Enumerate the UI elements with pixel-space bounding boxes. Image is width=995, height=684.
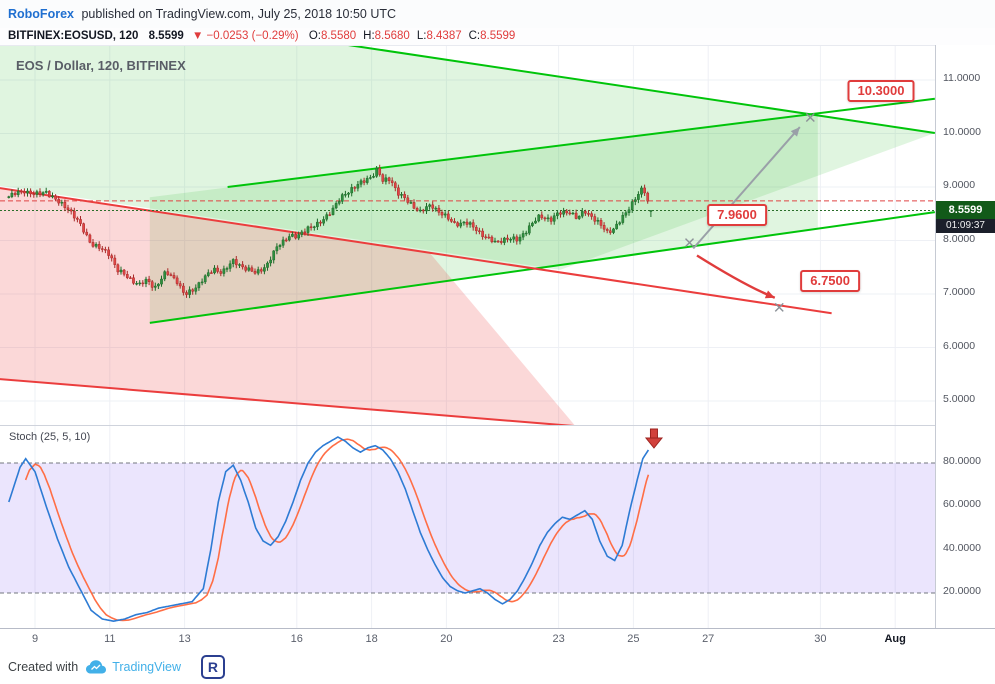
ohlc-label: C:	[468, 30, 481, 42]
target-x-marker	[774, 302, 784, 312]
projection-up-arrow-head	[790, 127, 800, 137]
price-tick-label: 5.0000	[943, 393, 976, 405]
sell-signal-arrow-icon	[649, 428, 658, 439]
stoch-indicator-pane[interactable]: Stoch (25, 5, 10)	[0, 425, 935, 629]
target-x-marker	[685, 238, 694, 248]
time-tick-label: 9	[31, 633, 39, 645]
price-tick-label: 11.0000	[943, 72, 981, 84]
tradingview-link[interactable]: TradingView	[112, 660, 181, 674]
price-axis[interactable]: 8.5599 01:09:37 5.0000 6.0000 7.0000 8.0000…	[936, 45, 995, 628]
time-tick-label: 30	[814, 633, 827, 645]
price-target-callout-lower[interactable]: 6.7500	[800, 270, 860, 293]
price-target-callout-upper[interactable]: 10.3000	[847, 79, 915, 102]
stoch-band-fill	[0, 463, 935, 594]
published-text: published on TradingView.com, July 25, 2…	[81, 7, 397, 21]
time-axis[interactable]: 9 11 13 16 18 20 23 25 27 30 Aug	[0, 628, 995, 650]
ohlc-value: 8.5580	[320, 30, 357, 42]
stoch-d-line	[24, 438, 650, 622]
published-bar: RoboForex published on TradingView.com, …	[0, 0, 995, 28]
price-change-text: ▼ −0.0253 (−0.29%)	[191, 30, 299, 42]
price-tick-label: 8.0000	[943, 232, 976, 245]
time-tick-label: 20	[440, 633, 453, 645]
stoch-tick-label: 60.0000	[943, 498, 981, 511]
stoch-tick-label: 80.0000	[943, 455, 981, 467]
up-candle-bodies	[7, 167, 653, 295]
bar-countdown: 01:09:37	[936, 218, 995, 233]
target-label: 10.3000	[857, 82, 905, 98]
price-tick-label: 6.0000	[943, 339, 976, 352]
roboforex-brand[interactable]: RoboForex	[8, 7, 74, 21]
ohlc-label: L:	[416, 30, 427, 42]
stoch-tick-label: 20.0000	[943, 585, 981, 597]
last-price-text: 8.5599	[148, 30, 184, 42]
ohlc-label: H:	[363, 30, 375, 42]
target-x-marker	[805, 112, 815, 122]
time-tick-label: 23	[552, 633, 565, 645]
symbol-bar: BITFINEX:EOSUSD, 120 8.5599 ▼ −0.0253 (−…	[0, 28, 995, 45]
time-tick-label: 18	[365, 633, 378, 645]
target-label: 6.7500	[810, 273, 850, 289]
descending-channel-upper-line[interactable]	[0, 187, 832, 315]
stoch-canvas	[0, 426, 935, 629]
time-tick-label: 13	[178, 633, 191, 645]
descending-channel-fill	[0, 188, 576, 426]
time-tick-label: 27	[702, 633, 715, 645]
tradingview-cloud-icon[interactable]	[85, 659, 107, 675]
attribution-footer: Created with TradingView R	[0, 650, 995, 684]
projection-up-arrow	[692, 126, 801, 250]
stoch-k-line	[8, 436, 650, 623]
time-tick-label: 25	[627, 633, 640, 645]
created-with-text: Created with	[8, 660, 79, 674]
ohlc-value: 8.4387	[426, 30, 462, 42]
price-tick-label: 7.0000	[943, 286, 976, 298]
price-chart-pane[interactable]: EOS / Dollar, 120, BITFINEX 10.3000 7.96…	[0, 45, 935, 426]
time-tick-label: Aug	[884, 633, 906, 645]
chart-watermark: EOS / Dollar, 120, BITFINEX	[16, 58, 186, 73]
roboforex-logo-icon[interactable]: R	[200, 655, 225, 679]
ohlc-value: 8.5599	[480, 30, 516, 42]
price-chart-canvas: EOS / Dollar, 120, BITFINEX	[0, 46, 935, 426]
target-label: 7.9600	[717, 207, 757, 223]
price-tick-label: 10.0000	[943, 125, 981, 138]
axis-separator-line	[935, 45, 936, 650]
ascending-channel-upper-line[interactable]	[227, 97, 935, 188]
symbol-name[interactable]: BITFINEX:EOSUSD, 120	[8, 30, 139, 42]
ohlc-label: O:	[308, 30, 321, 42]
ascending-channel-lower-line[interactable]	[149, 211, 935, 324]
projection-down-arrow-head	[764, 290, 775, 299]
down-candle-bodies	[13, 167, 650, 295]
stoch-indicator-label[interactable]: Stoch (25, 5, 10)	[9, 431, 91, 443]
sell-signal-arrow-icon	[644, 437, 664, 449]
time-tick-label: 11	[104, 633, 116, 645]
price-tick-label: 9.0000	[943, 179, 976, 191]
descending-channel-lower-line[interactable]	[0, 378, 576, 426]
ohlc-values: O:8.5580 H:8.5680 L:8.4387 C:8.5599	[302, 30, 515, 42]
price-target-callout-middle[interactable]: 7.9600	[707, 204, 767, 227]
stoch-tick-label: 40.0000	[943, 541, 981, 554]
time-tick-label: 16	[290, 633, 303, 645]
ascending-channel-fill	[149, 113, 818, 323]
last-price-badge: 8.5599	[936, 200, 995, 219]
descending-band-upper-line[interactable]	[0, 46, 935, 134]
ohlc-value: 8.5680	[374, 30, 410, 42]
